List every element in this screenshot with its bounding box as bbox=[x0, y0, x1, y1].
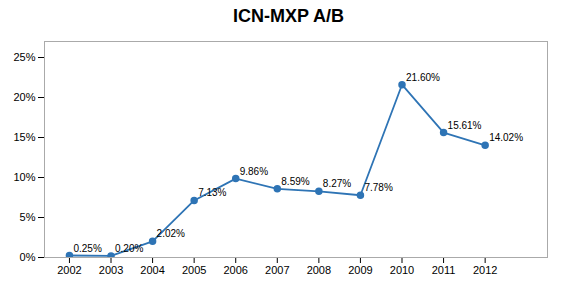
svg-text:2010: 2010 bbox=[390, 264, 414, 276]
svg-text:2006: 2006 bbox=[223, 264, 247, 276]
svg-text:21.60%: 21.60% bbox=[406, 72, 440, 83]
svg-text:5%: 5% bbox=[20, 211, 36, 223]
svg-text:2004: 2004 bbox=[140, 264, 164, 276]
svg-text:2008: 2008 bbox=[307, 264, 331, 276]
svg-text:2005: 2005 bbox=[182, 264, 206, 276]
svg-text:8.27%: 8.27% bbox=[323, 178, 351, 189]
svg-text:10%: 10% bbox=[13, 171, 35, 183]
svg-text:0%: 0% bbox=[20, 251, 36, 263]
svg-text:2009: 2009 bbox=[348, 264, 372, 276]
svg-text:20%: 20% bbox=[13, 91, 35, 103]
svg-text:2002: 2002 bbox=[57, 264, 81, 276]
svg-text:15%: 15% bbox=[13, 131, 35, 143]
svg-text:0.25%: 0.25% bbox=[73, 243, 101, 254]
html-text:ICN-MXP A/B: ICN-MXP A/B bbox=[233, 6, 344, 26]
svg-text:2007: 2007 bbox=[265, 264, 289, 276]
svg-text:8.59%: 8.59% bbox=[281, 176, 309, 187]
svg-text:9.86%: 9.86% bbox=[240, 166, 268, 177]
svg-text:7.78%: 7.78% bbox=[364, 182, 392, 193]
svg-text:2003: 2003 bbox=[99, 264, 123, 276]
svg-text:2012: 2012 bbox=[473, 264, 497, 276]
svg-text:14.02%: 14.02% bbox=[489, 132, 523, 143]
svg-text:0.20%: 0.20% bbox=[115, 243, 143, 254]
svg-text:7.13%: 7.13% bbox=[198, 187, 226, 198]
svg-text:2.02%: 2.02% bbox=[157, 228, 185, 239]
svg-text:2011: 2011 bbox=[432, 264, 456, 276]
svg-text:15.61%: 15.61% bbox=[448, 120, 482, 131]
svg-text:25%: 25% bbox=[13, 51, 35, 63]
